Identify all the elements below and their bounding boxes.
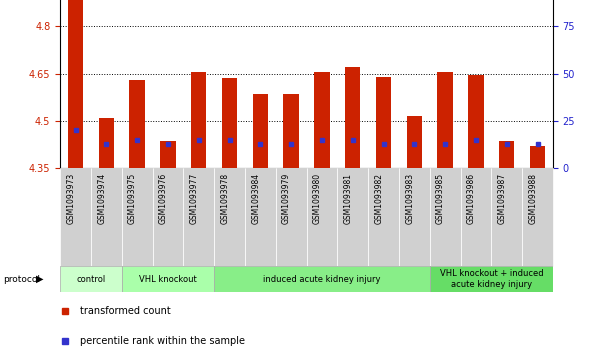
Bar: [245, 168, 276, 266]
Text: GSM1093980: GSM1093980: [313, 173, 322, 224]
Bar: [530, 146, 545, 168]
Bar: [129, 80, 145, 168]
Bar: [60, 266, 121, 292]
Text: GSM1093988: GSM1093988: [528, 173, 537, 224]
Bar: [345, 68, 361, 168]
Bar: [214, 168, 245, 266]
Bar: [121, 266, 214, 292]
Text: protocol: protocol: [3, 275, 40, 284]
Bar: [430, 168, 460, 266]
Bar: [160, 141, 175, 168]
Bar: [376, 77, 391, 168]
Bar: [430, 266, 553, 292]
Bar: [222, 78, 237, 168]
Text: induced acute kidney injury: induced acute kidney injury: [263, 275, 380, 284]
Bar: [91, 168, 122, 266]
Text: transformed count: transformed count: [80, 306, 171, 316]
Bar: [307, 168, 337, 266]
Text: GSM1093975: GSM1093975: [128, 173, 137, 224]
Text: GSM1093973: GSM1093973: [67, 173, 76, 224]
Bar: [337, 168, 368, 266]
Bar: [499, 141, 514, 168]
Bar: [492, 168, 522, 266]
Bar: [399, 168, 430, 266]
Text: VHL knockout + induced
acute kidney injury: VHL knockout + induced acute kidney inju…: [439, 269, 543, 289]
Bar: [368, 168, 399, 266]
Text: GSM1093986: GSM1093986: [467, 173, 476, 224]
Text: GSM1093981: GSM1093981: [344, 173, 353, 224]
Bar: [522, 168, 553, 266]
Text: GSM1093979: GSM1093979: [282, 173, 291, 224]
Bar: [191, 72, 206, 168]
Bar: [314, 72, 329, 168]
Text: GSM1093978: GSM1093978: [221, 173, 230, 224]
Bar: [214, 266, 430, 292]
Text: GSM1093974: GSM1093974: [97, 173, 106, 224]
Bar: [153, 168, 183, 266]
Text: GSM1093984: GSM1093984: [251, 173, 260, 224]
Bar: [121, 168, 153, 266]
Text: GSM1093977: GSM1093977: [190, 173, 199, 224]
Text: percentile rank within the sample: percentile rank within the sample: [80, 336, 245, 346]
Text: GSM1093985: GSM1093985: [436, 173, 445, 224]
Bar: [99, 118, 114, 168]
Bar: [183, 168, 214, 266]
Text: VHL knockout: VHL knockout: [139, 275, 197, 284]
Bar: [407, 116, 422, 168]
Bar: [60, 168, 91, 266]
Text: ▶: ▶: [37, 274, 44, 284]
Text: GSM1093987: GSM1093987: [498, 173, 507, 224]
Bar: [284, 94, 299, 168]
Bar: [438, 72, 453, 168]
Bar: [68, 0, 83, 168]
Text: GSM1093982: GSM1093982: [374, 173, 383, 224]
Text: control: control: [76, 275, 106, 284]
Bar: [276, 168, 307, 266]
Bar: [460, 168, 492, 266]
Bar: [252, 94, 268, 168]
Text: GSM1093983: GSM1093983: [405, 173, 414, 224]
Bar: [468, 75, 484, 168]
Text: GSM1093976: GSM1093976: [159, 173, 168, 224]
